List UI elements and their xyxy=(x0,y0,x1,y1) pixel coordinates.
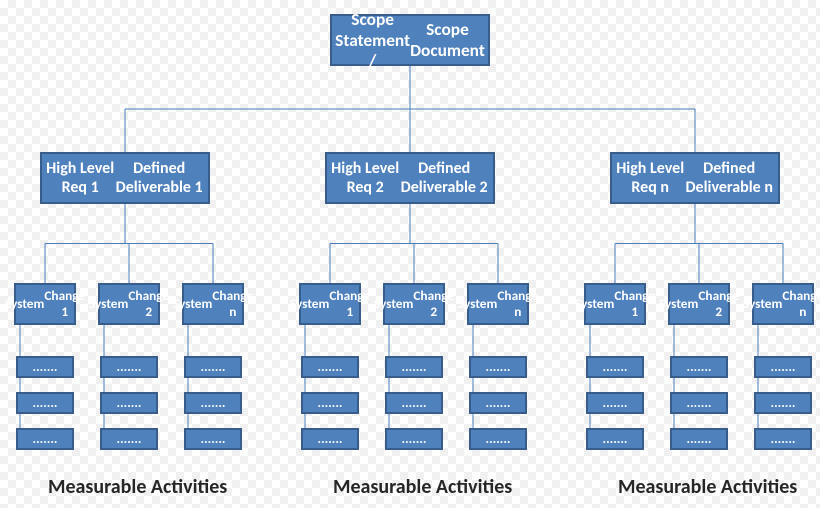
stub-label: ....... xyxy=(117,395,142,411)
leaf-line2: Change n xyxy=(497,288,538,320)
root-line2: Scope Document xyxy=(410,19,485,61)
stub-node-0-2-2: ....... xyxy=(184,428,242,450)
stub-label: ....... xyxy=(33,359,58,375)
stub-node-0-0-0: ....... xyxy=(16,356,74,378)
stub-node-2-1-1: ....... xyxy=(670,392,728,414)
stub-node-1-0-2: ....... xyxy=(301,428,359,450)
leaf-line1: System xyxy=(374,296,414,312)
leaf-node-2-0: SystemChange 1 xyxy=(584,283,646,325)
stub-label: ....... xyxy=(33,395,58,411)
stub-label: ....... xyxy=(33,431,58,447)
leaf-line2: Change 1 xyxy=(44,288,85,320)
leaf-node-0-1: SystemChange 2 xyxy=(98,283,160,325)
leaf-line1: System xyxy=(458,296,498,312)
stub-node-0-0-1: ....... xyxy=(16,392,74,414)
leaf-node-0-2: SystemChange n xyxy=(182,283,244,325)
stub-label: ....... xyxy=(402,359,427,375)
stub-node-2-0-1: ....... xyxy=(586,392,644,414)
stub-label: ....... xyxy=(687,395,712,411)
branch-line1: High Level Req 1 xyxy=(46,159,114,197)
branch-line2: Defined Deliverable 1 xyxy=(114,159,204,197)
leaf-node-0-0: SystemChange 1 xyxy=(14,283,76,325)
stub-node-0-2-1: ....... xyxy=(184,392,242,414)
stub-node-2-0-0: ....... xyxy=(586,356,644,378)
stub-label: ....... xyxy=(201,359,226,375)
stub-node-2-2-2: ....... xyxy=(754,428,812,450)
branch-node-2: High Level Req nDefined Deliverable n xyxy=(610,152,780,204)
stub-label: ....... xyxy=(117,359,142,375)
stub-label: ....... xyxy=(486,359,511,375)
branch-line2: Defined Deliverable n xyxy=(684,159,774,197)
leaf-node-1-1: SystemChange 2 xyxy=(383,283,445,325)
stub-label: ....... xyxy=(603,395,628,411)
branch-node-0: High Level Req 1Defined Deliverable 1 xyxy=(40,152,210,204)
leaf-node-1-2: SystemChange n xyxy=(467,283,529,325)
stub-label: ....... xyxy=(687,431,712,447)
stub-label: ....... xyxy=(771,359,796,375)
stub-node-1-2-1: ....... xyxy=(469,392,527,414)
caption-2: Measurable Activities xyxy=(618,475,797,499)
leaf-line1: System xyxy=(290,296,330,312)
stub-node-1-2-2: ....... xyxy=(469,428,527,450)
stub-node-1-2-0: ....... xyxy=(469,356,527,378)
stub-label: ....... xyxy=(201,395,226,411)
leaf-line1: System xyxy=(575,296,615,312)
stub-node-2-2-0: ....... xyxy=(754,356,812,378)
stub-node-0-2-0: ....... xyxy=(184,356,242,378)
leaf-node-2-2: SystemChange n xyxy=(752,283,814,325)
leaf-node-2-1: SystemChange 2 xyxy=(668,283,730,325)
stub-label: ....... xyxy=(687,359,712,375)
stub-node-2-1-0: ....... xyxy=(670,356,728,378)
stub-node-0-1-0: ....... xyxy=(100,356,158,378)
stub-node-1-0-1: ....... xyxy=(301,392,359,414)
leaf-line2: Change n xyxy=(212,288,253,320)
branch-node-1: High Level Req 2Defined Deliverable 2 xyxy=(325,152,495,204)
stub-label: ....... xyxy=(402,395,427,411)
stub-label: ....... xyxy=(603,431,628,447)
leaf-line1: System xyxy=(173,296,213,312)
stub-node-0-0-2: ....... xyxy=(16,428,74,450)
leaf-line2: Change 2 xyxy=(698,288,739,320)
leaf-line1: System xyxy=(5,296,45,312)
stub-node-1-1-0: ....... xyxy=(385,356,443,378)
stub-label: ....... xyxy=(771,431,796,447)
leaf-line2: Change 1 xyxy=(329,288,370,320)
stub-label: ....... xyxy=(402,431,427,447)
stub-node-1-1-1: ....... xyxy=(385,392,443,414)
leaf-node-1-0: SystemChange 1 xyxy=(299,283,361,325)
caption-0: Measurable Activities xyxy=(48,475,227,499)
leaf-line2: Change 1 xyxy=(614,288,655,320)
stub-node-2-2-1: ....... xyxy=(754,392,812,414)
leaf-line2: Change n xyxy=(782,288,820,320)
stub-node-2-0-2: ....... xyxy=(586,428,644,450)
stub-label: ....... xyxy=(318,359,343,375)
leaf-line2: Change 2 xyxy=(128,288,169,320)
stub-label: ....... xyxy=(603,359,628,375)
leaf-line2: Change 2 xyxy=(413,288,454,320)
branch-line1: High Level Req n xyxy=(616,159,684,197)
branch-line2: Defined Deliverable 2 xyxy=(399,159,489,197)
stub-node-1-1-2: ....... xyxy=(385,428,443,450)
leaf-line1: System xyxy=(743,296,783,312)
branch-line1: High Level Req 2 xyxy=(331,159,399,197)
stub-label: ....... xyxy=(771,395,796,411)
leaf-line1: System xyxy=(659,296,699,312)
leaf-line1: System xyxy=(89,296,129,312)
stub-label: ....... xyxy=(486,395,511,411)
stub-label: ....... xyxy=(318,395,343,411)
stub-node-1-0-0: ....... xyxy=(301,356,359,378)
root-node: Scope Statement /Scope Document xyxy=(330,14,490,66)
stub-label: ....... xyxy=(201,431,226,447)
stub-node-2-1-2: ....... xyxy=(670,428,728,450)
stub-label: ....... xyxy=(117,431,142,447)
stub-label: ....... xyxy=(318,431,343,447)
caption-1: Measurable Activities xyxy=(333,475,512,499)
stub-label: ....... xyxy=(486,431,511,447)
root-line1: Scope Statement / xyxy=(335,9,410,71)
stub-node-0-1-1: ....... xyxy=(100,392,158,414)
stub-node-0-1-2: ....... xyxy=(100,428,158,450)
